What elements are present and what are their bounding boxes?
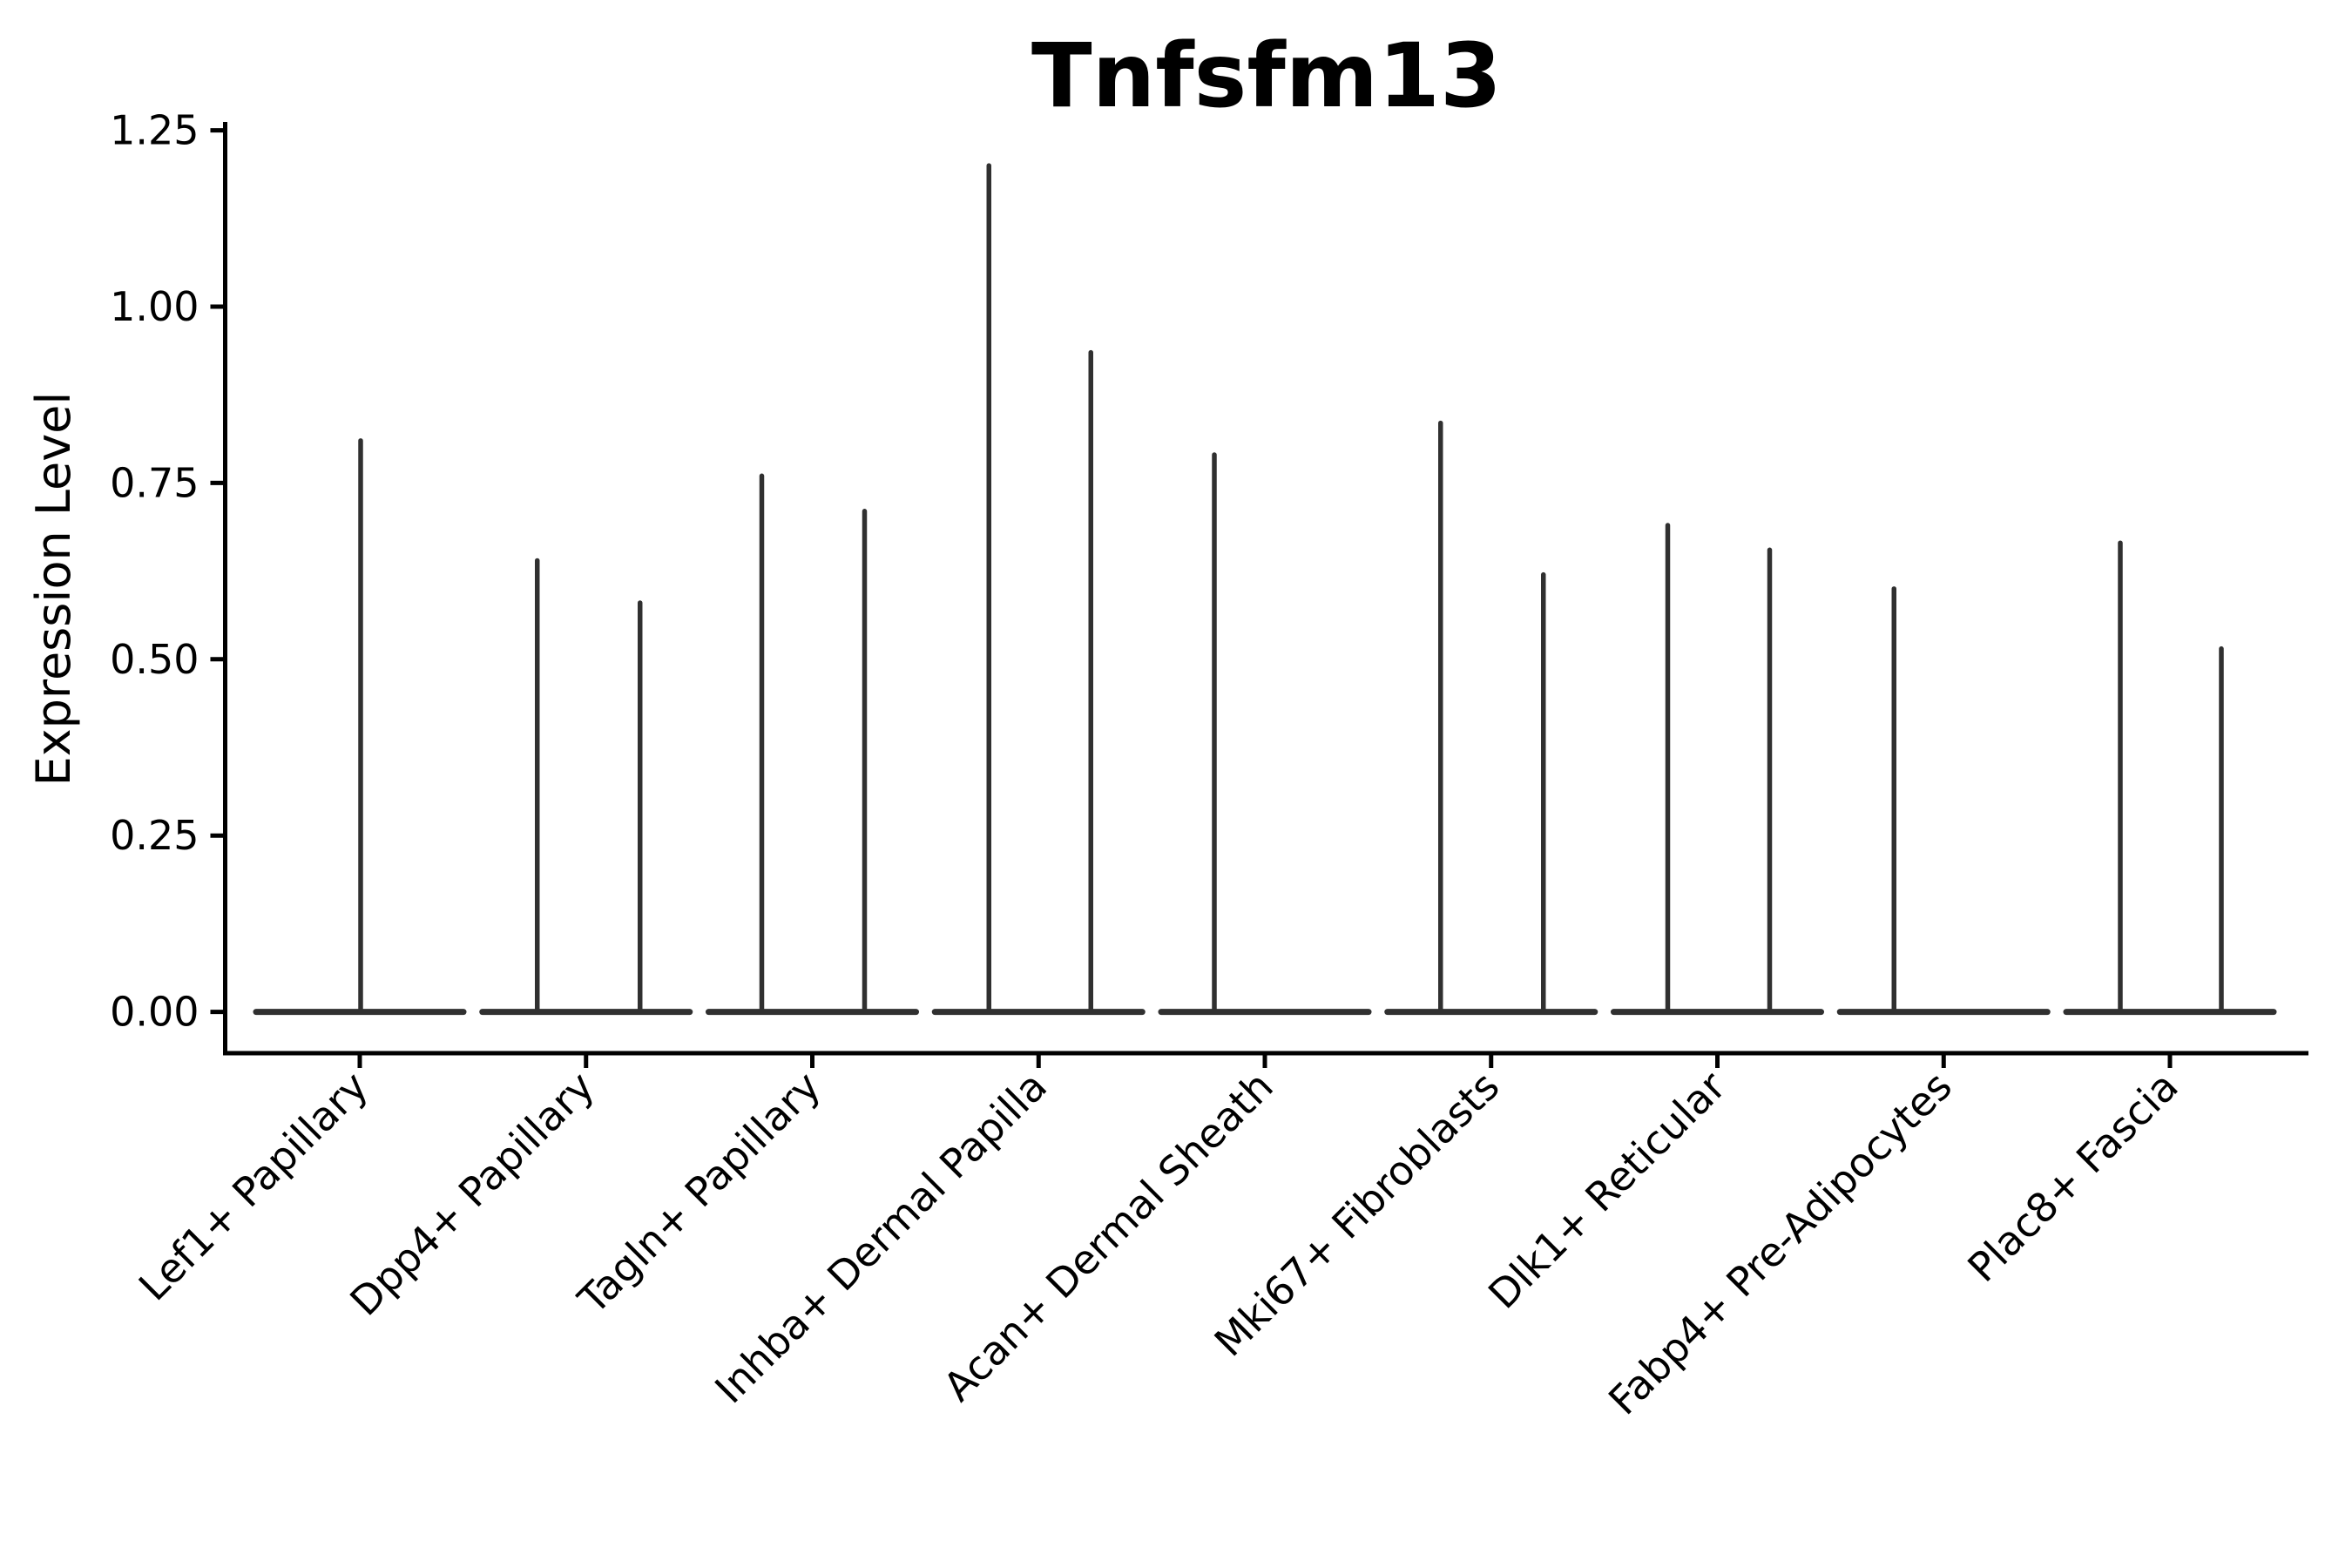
violins: [253, 163, 2277, 1016]
y-tick-label: 0.25: [110, 812, 199, 859]
x-tick-label: Lef1+ Papillary: [130, 1063, 377, 1310]
y-axis-ticks: 0.00 0.25 0.50 0.75 1.00 1.25: [110, 107, 226, 1036]
y-tick-label: 0.00: [110, 989, 199, 1036]
y-tick-label: 1.00: [110, 283, 199, 330]
y-axis-label: Expression Level: [26, 392, 81, 787]
y-tick-label: 0.75: [110, 459, 199, 506]
chart-title: Tnfsfm13: [1031, 24, 1502, 128]
x-tick-label: Dpp4+ Papillary: [341, 1063, 603, 1325]
x-tick-label: Dlk1+ Reticular: [1479, 1063, 1734, 1318]
x-tick-label: Tagln+ Papillary: [569, 1063, 830, 1324]
x-tick-label: Plac8+ Fascia: [1958, 1063, 2186, 1291]
y-tick-label: 0.50: [110, 636, 199, 683]
y-tick-label: 1.25: [110, 107, 199, 154]
